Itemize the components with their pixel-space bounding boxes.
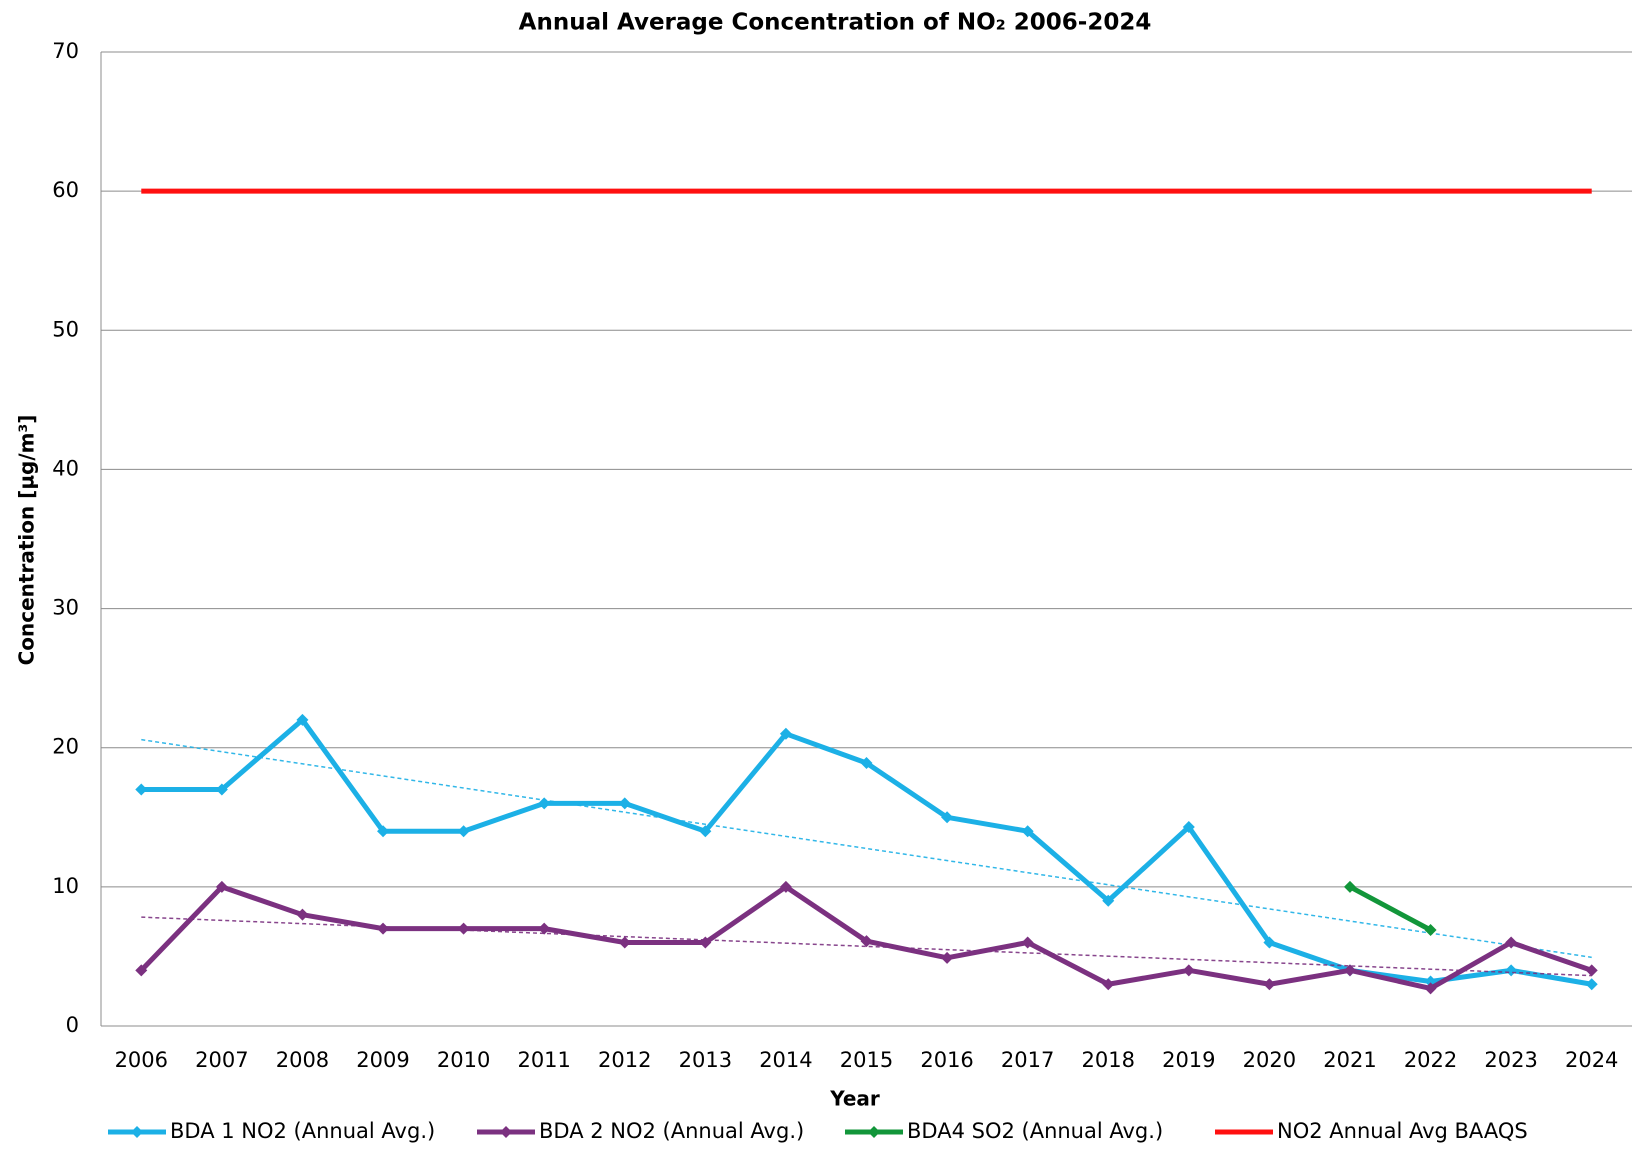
- data-point: [779, 880, 792, 893]
- x-tick-label: 2024: [1565, 1048, 1618, 1072]
- x-axis-title: Year: [829, 1087, 880, 1111]
- legend-label: BDA 1 NO2 (Annual Avg.): [170, 1119, 435, 1143]
- data-point: [1021, 936, 1034, 949]
- data-point: [1021, 825, 1034, 838]
- data-point: [779, 727, 792, 740]
- y-tick-label: 70: [52, 39, 79, 63]
- data-point: [699, 936, 712, 949]
- data-point: [135, 783, 148, 796]
- x-tick-label: 2009: [356, 1048, 409, 1072]
- y-tick-label: 0: [66, 1013, 79, 1037]
- y-tick-label: 40: [52, 456, 79, 480]
- data-point: [1182, 964, 1195, 977]
- y-tick-label: 50: [52, 317, 79, 341]
- data-point: [457, 922, 470, 935]
- data-point: [860, 935, 873, 948]
- y-axis-title: Concentration [µg/m³]: [15, 415, 39, 666]
- legend-label: BDA 2 NO2 (Annual Avg.): [539, 1119, 804, 1143]
- series-line: [1348, 884, 1432, 933]
- legend-marker: [500, 1126, 512, 1138]
- x-tick-label: 2014: [759, 1048, 812, 1072]
- x-tick-label: 2018: [1082, 1048, 1135, 1072]
- chart-title: Annual Average Concentration of NO₂ 2006…: [519, 10, 1152, 36]
- data-point: [860, 757, 873, 770]
- x-tick-label: 2010: [437, 1048, 490, 1072]
- data-point: [618, 936, 631, 949]
- data-point: [1343, 880, 1356, 893]
- data-point: [296, 908, 309, 921]
- x-tick-label: 2008: [276, 1048, 329, 1072]
- legend-label: BDA4 SO2 (Annual Avg.): [907, 1119, 1163, 1143]
- y-tick-label: 60: [52, 178, 79, 202]
- data-point: [215, 783, 228, 796]
- data-point: [1505, 964, 1518, 977]
- data-point: [135, 964, 148, 977]
- x-tick-label: 2020: [1243, 1048, 1296, 1072]
- data-point: [1585, 978, 1598, 991]
- y-tick-label: 10: [52, 874, 79, 898]
- x-tick-label: 2023: [1484, 1048, 1537, 1072]
- data-point: [457, 825, 470, 838]
- data-point: [1424, 982, 1437, 995]
- x-tick-label: 2021: [1323, 1048, 1376, 1072]
- data-point: [538, 797, 551, 810]
- data-point: [377, 825, 390, 838]
- x-tick-label: 2007: [195, 1048, 248, 1072]
- data-point: [1102, 978, 1115, 991]
- data-point: [1343, 964, 1356, 977]
- data-point: [699, 825, 712, 838]
- y-tick-label: 20: [52, 735, 79, 759]
- x-tick-label: 2006: [115, 1048, 168, 1072]
- legend-label: NO2 Annual Avg BAAQS: [1277, 1119, 1528, 1143]
- y-tick-label: 30: [52, 596, 79, 620]
- data-point: [1263, 978, 1276, 991]
- data-point: [941, 951, 954, 964]
- data-point: [1263, 936, 1276, 949]
- data-point: [1424, 923, 1437, 936]
- legend-marker: [131, 1126, 143, 1138]
- data-point: [1585, 964, 1598, 977]
- data-point: [296, 713, 309, 726]
- data-point: [618, 797, 631, 810]
- x-tick-label: 2022: [1404, 1048, 1457, 1072]
- data-point: [377, 922, 390, 935]
- data-point: [215, 880, 228, 893]
- legend-marker: [868, 1126, 880, 1138]
- x-tick-label: 2015: [840, 1048, 893, 1072]
- data-point: [1182, 821, 1195, 834]
- x-tick-label: 2017: [1001, 1048, 1054, 1072]
- x-tick-label: 2016: [920, 1048, 973, 1072]
- x-tick-label: 2013: [679, 1048, 732, 1072]
- data-point: [941, 811, 954, 824]
- data-point: [1505, 936, 1518, 949]
- x-tick-label: 2019: [1162, 1048, 1215, 1072]
- x-tick-label: 2012: [598, 1048, 651, 1072]
- x-tick-label: 2011: [517, 1048, 570, 1072]
- data-point: [1102, 894, 1115, 907]
- data-point: [538, 922, 551, 935]
